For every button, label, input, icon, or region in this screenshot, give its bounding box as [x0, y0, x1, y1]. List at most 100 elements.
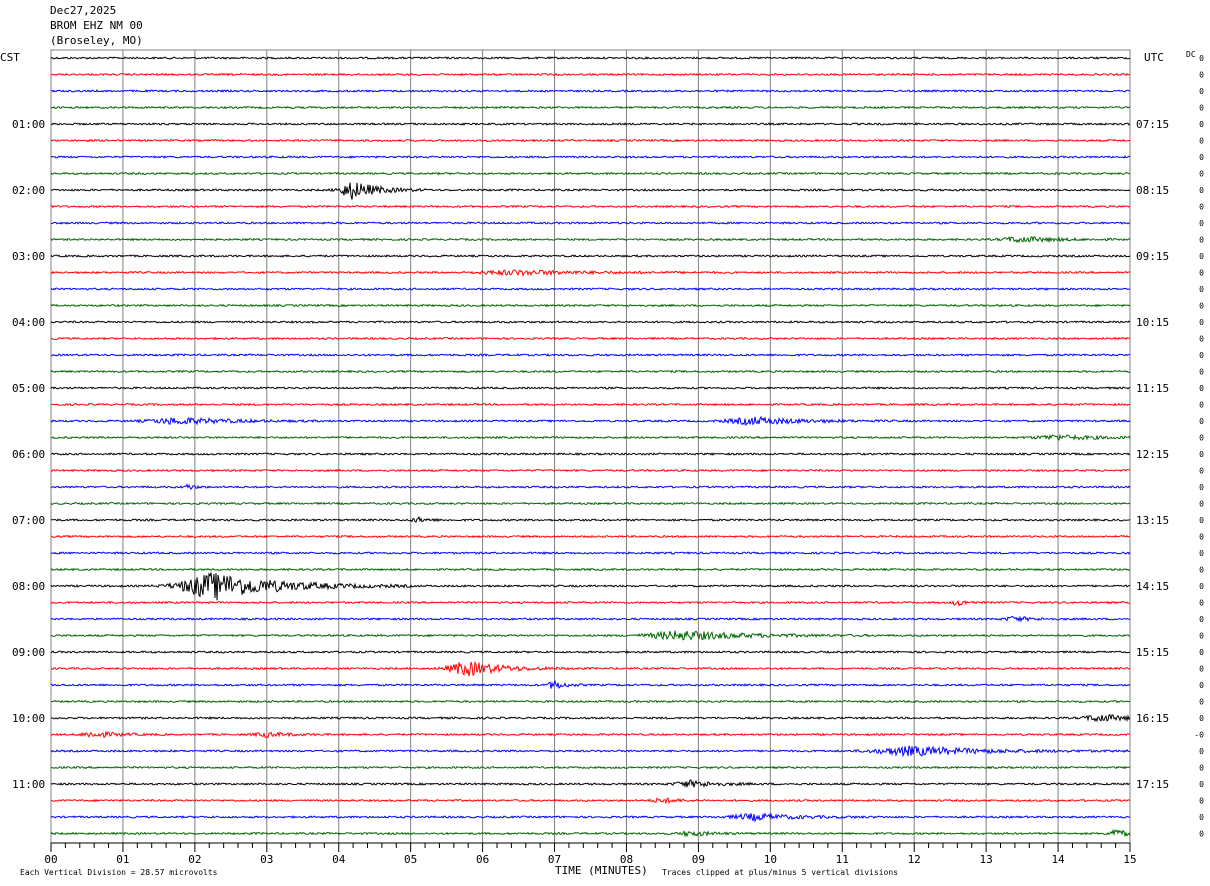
x-tick-label: 11 [836, 853, 849, 866]
dc-offset-value: 0 [1199, 384, 1204, 393]
trace-row-5 [50, 138, 1131, 143]
x-tick-label: 06 [476, 853, 489, 866]
x-tick-label: 10 [764, 853, 777, 866]
vertical-division-note: Each Vertical Division = 28.57 microvolt… [20, 868, 218, 877]
dc-offset-value: 0 [1199, 698, 1204, 707]
trace-row-20 [50, 386, 1131, 390]
trace-row-7 [50, 171, 1131, 176]
dc-offset-value: 0 [1199, 417, 1204, 426]
x-tick-label: 14 [1051, 853, 1065, 866]
trace-row-6 [50, 155, 1131, 159]
trace-row-25 [50, 468, 1131, 473]
dc-offset-value: 0 [1199, 104, 1204, 113]
dc-offset-value: 0 [1199, 236, 1204, 245]
x-tick-label: 00 [44, 853, 57, 866]
dc-offset-value: 0 [1199, 137, 1204, 146]
minute-gridlines [50, 49, 1131, 844]
dc-offset-value: 0 [1199, 764, 1204, 773]
dc-offset-value: 0 [1199, 450, 1204, 459]
x-tick-label: 01 [116, 853, 129, 866]
dc-offset-value: 0 [1199, 632, 1204, 641]
dc-label: DC [1186, 50, 1196, 59]
dc-offset-value: 0 [1199, 269, 1204, 278]
dc-offset-value: 0 [1199, 219, 1204, 228]
location-label: (Broseley, MO) [50, 34, 143, 47]
dc-offset-value: 0 [1199, 203, 1204, 212]
trace-row-35 [50, 630, 1131, 641]
trace-row-33 [50, 599, 1131, 607]
dc-offset-value: 0 [1199, 813, 1204, 822]
trace-row-17 [50, 336, 1131, 341]
dc-offset-value: 0 [1199, 483, 1204, 492]
trace-row-23 [51, 433, 1131, 441]
trace-row-31 [50, 567, 1131, 572]
trace-row-44 [50, 779, 1131, 789]
dc-offset-value: 0 [1199, 302, 1204, 311]
utc-hour-label: 13:15 [1136, 514, 1169, 527]
dc-offset-value: 0 [1199, 87, 1204, 96]
dc-offset-value: 0 [1199, 615, 1204, 624]
utc-hour-label: 09:15 [1136, 250, 1169, 263]
trace-row-32 [50, 572, 1131, 601]
utc-hour-label: 12:15 [1136, 448, 1169, 461]
dc-offset-value: 0 [1199, 434, 1204, 443]
trace-row-34 [50, 615, 1131, 623]
trace-row-3 [50, 105, 1131, 110]
trace-row-39 [50, 699, 1131, 704]
x-tick-label: 15 [1123, 853, 1136, 866]
trace-row-42 [50, 745, 1131, 758]
trace-row-27 [50, 501, 1131, 506]
trace-row-15 [50, 303, 1131, 308]
dc-offset-value: 0 [1199, 401, 1204, 410]
dc-offset-value: 0 [1199, 351, 1204, 360]
cst-hour-label: 06:00 [12, 448, 45, 461]
utc-hour-label: 08:15 [1136, 184, 1169, 197]
dc-offset-value: -0 [1194, 731, 1204, 740]
dc-offset-value: 0 [1199, 780, 1204, 789]
x-tick-label: 07 [548, 853, 561, 866]
cst-hour-label: 01:00 [12, 118, 45, 131]
trace-row-30 [50, 551, 1131, 555]
utc-hour-label: 14:15 [1136, 580, 1169, 593]
trace-row-38 [50, 679, 1131, 690]
trace-row-0 [50, 56, 1131, 60]
dc-offset-value: 0 [1199, 714, 1204, 723]
trace-row-13 [50, 269, 1131, 277]
dc-offset-value: 0 [1199, 830, 1204, 839]
utc-hour-label: 17:15 [1136, 778, 1169, 791]
dc-offset-value: 0 [1199, 54, 1204, 63]
seismic-traces [50, 56, 1131, 838]
trace-row-22 [50, 415, 1131, 427]
trace-row-1 [50, 72, 1131, 77]
trace-row-24 [50, 452, 1131, 456]
trace-row-37 [50, 660, 1131, 677]
dc-offset-value: 0 [1199, 582, 1204, 591]
dc-offset-value: 0 [1199, 516, 1204, 525]
dc-offset-value: 0 [1199, 747, 1204, 756]
trace-row-9 [50, 204, 1131, 209]
dc-offset-value: 0 [1199, 153, 1204, 162]
trace-row-21 [51, 402, 1131, 407]
left-timezone-label: CST [0, 51, 20, 64]
dc-offset-value: 0 [1199, 467, 1204, 476]
trace-row-47 [50, 828, 1131, 838]
cst-hour-label: 11:00 [12, 778, 45, 791]
trace-row-26 [50, 483, 1131, 490]
dc-offset-values: 0 0 0 0 0 0 0 0 0 0 0 0 0 0 0 0 0 0 0 0 0 0 0 0 0 0 0 0 0 0 0 0 0 0 0 0 0 0 0 0… [1194, 54, 1204, 839]
trace-row-40 [50, 714, 1131, 723]
cst-hour-labels: 01:00 02:00 03:00 04:00 05:00 06:00 07:00 08:00… [12, 118, 45, 791]
x-tick-label: 08 [620, 853, 633, 866]
plot-frame [50, 49, 1131, 844]
trace-row-29 [50, 534, 1131, 539]
cst-hour-label: 09:00 [12, 646, 45, 659]
x-tick-label: 13 [980, 853, 993, 866]
dc-offset-value: 0 [1199, 186, 1204, 195]
dc-offset-value: 0 [1199, 120, 1204, 129]
dc-offset-value: 0 [1199, 665, 1204, 674]
dc-offset-value: 0 [1199, 599, 1204, 608]
station-label: BROM EHZ NM 00 [50, 19, 143, 32]
x-tick-label: 02 [188, 853, 201, 866]
dc-offset-value: 0 [1199, 648, 1204, 657]
dc-offset-value: 0 [1199, 318, 1204, 327]
dc-offset-value: 0 [1199, 335, 1204, 344]
